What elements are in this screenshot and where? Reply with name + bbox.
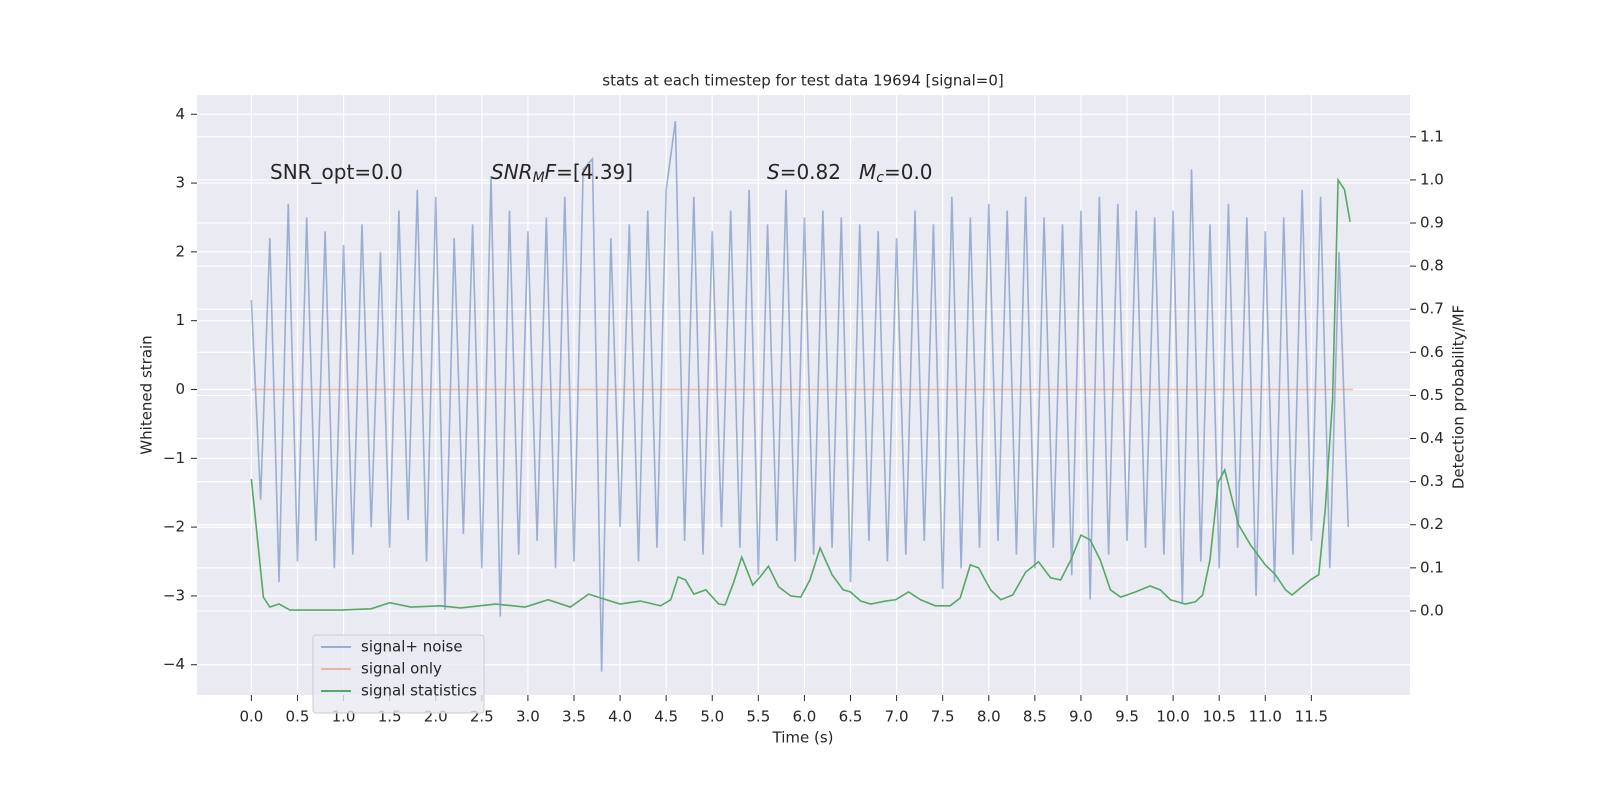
annotation-part: M [859, 160, 876, 184]
x-tick-label: 9.0 [1069, 708, 1093, 726]
x-tick-label: 5.5 [746, 708, 770, 726]
x-tick-label: 6.0 [792, 708, 816, 726]
y2-tick-label: 0.9 [1420, 214, 1444, 232]
annotation-part: SNR_opt=0.0 [270, 160, 403, 184]
y-tick-label: 2 [175, 242, 185, 260]
y-tick-label: −2 [163, 518, 185, 536]
x-tick-label: 8.0 [977, 708, 1001, 726]
x-tick-label: 10.5 [1202, 708, 1235, 726]
annotation: S=0.82 [767, 160, 841, 184]
y2-tick-label: 0.4 [1420, 429, 1444, 447]
x-tick-label: 10.0 [1156, 708, 1189, 726]
annotation-part: =0.0 [884, 160, 933, 184]
annotation-part: M [533, 170, 545, 186]
y-axis-label: Whitened strain [138, 335, 156, 454]
y-tick-label: −3 [163, 586, 185, 604]
marks [250, 121, 1353, 672]
y2-tick-label: 0.5 [1420, 386, 1444, 404]
y2-tick-label: 1.1 [1420, 127, 1444, 145]
legend-box [312, 634, 485, 714]
x-tick-label: 7.0 [885, 708, 909, 726]
annotation-part: SNR [491, 160, 533, 184]
x-tick-label: 11.5 [1295, 708, 1328, 726]
x-tick-label: 8.5 [1023, 708, 1047, 726]
annotation-part: c [876, 170, 884, 186]
x-tick-label: 3.0 [516, 708, 540, 726]
x-tick-label: 4.0 [608, 708, 632, 726]
annotation-part: S [767, 160, 780, 184]
legend-label: signal statistics [361, 682, 477, 700]
y2-tick-label: 0.3 [1420, 472, 1444, 490]
annotation-part: =[4.39] [556, 160, 633, 184]
x-tick-label: 6.5 [839, 708, 863, 726]
y-tick-label: −4 [163, 655, 185, 673]
x-axis-label: Time (s) [772, 729, 834, 747]
y2-tick-label: 0.0 [1420, 601, 1444, 619]
y-tick-label: −1 [163, 449, 185, 467]
y2-tick-label: 0.2 [1420, 515, 1444, 533]
legend-label: signal+ noise [361, 638, 463, 656]
labels: 0.0 0.5 1.0 1.5 2.0 2.5 3.0 3.5 4.0 4.5 5.0 5.5 6.0 6… [163, 105, 1444, 726]
chart-title: stats at each timestep for test data 196… [602, 72, 1003, 90]
x-tick-label: 5.0 [700, 708, 724, 726]
x-tick-label: 7.5 [931, 708, 955, 726]
y2-tick-label: 0.8 [1420, 257, 1444, 275]
y2-tick-label: 1.0 [1420, 170, 1444, 188]
x-tick-label: 0.5 [286, 708, 310, 726]
y2-axis-label: Detection probability/MF [1450, 305, 1468, 489]
y2-tick-label: 0.7 [1420, 300, 1444, 318]
x-tick-label: 0.0 [239, 708, 263, 726]
y-tick-label: 0 [175, 380, 185, 398]
legend: signal+ noise signal only signal statistic… [312, 634, 485, 714]
x-tick-label: 3.5 [562, 708, 586, 726]
legend-label: signal only [361, 660, 442, 678]
x-tick-label: 11.0 [1249, 708, 1282, 726]
x-tick-label: 4.5 [654, 708, 678, 726]
annotation: SNR_opt=0.0 [270, 160, 403, 184]
y2-tick-label: 0.1 [1420, 558, 1444, 576]
x-tick-label: 9.5 [1115, 708, 1139, 726]
y2-tick-label: 0.6 [1420, 343, 1444, 361]
y-tick-label: 4 [175, 105, 185, 123]
series-line [250, 177, 1351, 611]
annotation: Mc=0.0 [859, 160, 933, 187]
y-tick-label: 1 [175, 311, 185, 329]
y-tick-label: 3 [175, 174, 185, 192]
annotation-part: =0.82 [780, 160, 841, 184]
annotation: SNRMF=[4.39] [491, 160, 633, 187]
annotation-part: F [545, 160, 557, 184]
